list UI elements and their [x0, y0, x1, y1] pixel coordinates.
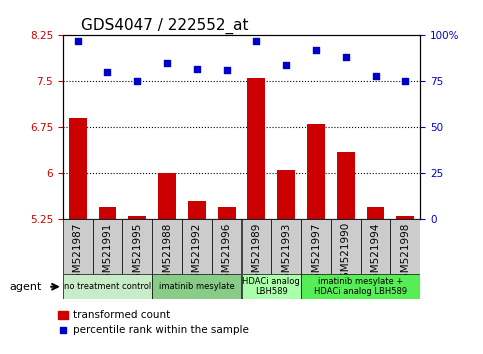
Bar	[188, 201, 206, 219]
Bar	[242, 219, 271, 274]
Bar	[397, 216, 414, 219]
Point	[282, 62, 290, 68]
Bar	[158, 173, 176, 219]
Text: agent: agent	[10, 282, 42, 292]
Point	[312, 47, 320, 53]
Bar	[271, 219, 301, 274]
Text: imatinib mesylate: imatinib mesylate	[159, 282, 235, 291]
Bar	[152, 274, 242, 299]
Text: GSM521989: GSM521989	[251, 222, 261, 286]
Bar	[63, 219, 93, 274]
Bar	[390, 219, 420, 274]
Bar	[63, 274, 152, 299]
Bar	[277, 170, 295, 219]
Point	[193, 66, 201, 72]
Bar	[182, 219, 212, 274]
Text: GSM521990: GSM521990	[341, 222, 351, 285]
Bar	[367, 207, 384, 219]
Bar	[331, 219, 361, 274]
Text: GSM521997: GSM521997	[311, 222, 321, 286]
Point	[104, 69, 112, 75]
Bar	[337, 152, 355, 219]
Text: GSM521988: GSM521988	[162, 222, 172, 286]
Point	[372, 73, 380, 79]
Point	[223, 68, 230, 73]
Text: GSM521996: GSM521996	[222, 222, 232, 286]
Text: GSM521994: GSM521994	[370, 222, 381, 286]
Point	[133, 79, 141, 84]
Text: GSM521992: GSM521992	[192, 222, 202, 286]
Text: HDACi analog
LBH589: HDACi analog LBH589	[242, 277, 300, 296]
Text: GDS4047 / 222552_at: GDS4047 / 222552_at	[81, 18, 248, 34]
Bar	[307, 124, 325, 219]
Bar	[152, 219, 182, 274]
Text: GSM521995: GSM521995	[132, 222, 142, 286]
Text: GSM521991: GSM521991	[102, 222, 113, 286]
Point	[401, 79, 409, 84]
Text: no treatment control: no treatment control	[64, 282, 151, 291]
Text: imatinib mesylate +
HDACi analog LBH589: imatinib mesylate + HDACi analog LBH589	[314, 277, 407, 296]
Bar	[212, 219, 242, 274]
Text: GSM521993: GSM521993	[281, 222, 291, 286]
Bar	[122, 219, 152, 274]
Bar	[301, 274, 420, 299]
Bar	[128, 216, 146, 219]
Bar	[242, 274, 301, 299]
Bar	[93, 219, 122, 274]
Point	[74, 38, 82, 44]
Bar	[247, 78, 265, 219]
Point	[163, 60, 171, 66]
Text: GSM521998: GSM521998	[400, 222, 411, 286]
Bar	[69, 118, 86, 219]
Legend: transformed count, percentile rank within the sample: transformed count, percentile rank withi…	[54, 306, 254, 339]
Bar	[218, 207, 236, 219]
Text: GSM521987: GSM521987	[72, 222, 83, 286]
Bar	[361, 219, 390, 274]
Point	[342, 55, 350, 60]
Bar	[301, 219, 331, 274]
Bar	[99, 207, 116, 219]
Point	[253, 38, 260, 44]
